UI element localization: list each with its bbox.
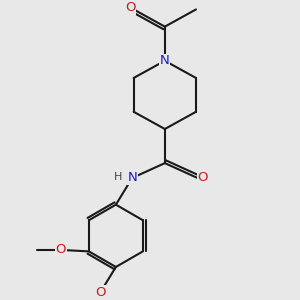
Text: N: N — [160, 54, 170, 67]
Text: H: H — [114, 172, 122, 182]
Text: N: N — [127, 172, 137, 184]
Text: O: O — [125, 2, 135, 14]
Text: O: O — [198, 172, 208, 184]
Text: O: O — [56, 243, 66, 256]
Text: O: O — [95, 286, 106, 299]
